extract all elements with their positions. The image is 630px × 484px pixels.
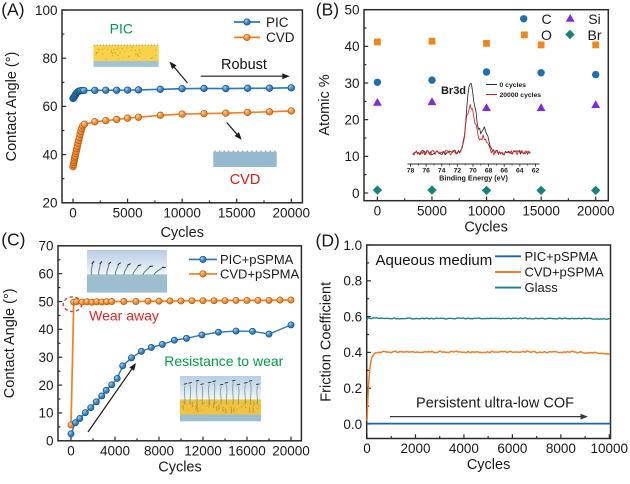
svg-text:1.0: 1.0 [343,238,362,253]
svg-text:50: 50 [38,294,53,309]
svg-text:Contact Angle (°): Contact Angle (°) [2,288,18,398]
svg-text:15000: 15000 [218,205,256,220]
svg-text:0.4: 0.4 [343,345,362,360]
svg-text:0 cycles: 0 cycles [500,82,527,89]
svg-text:10: 10 [344,149,359,164]
svg-text:Binding Energy (eV): Binding Energy (eV) [439,174,508,183]
svg-text:30: 30 [344,76,359,91]
svg-text:6000: 6000 [497,441,527,456]
svg-text:64: 64 [516,167,524,174]
svg-text:60: 60 [42,99,57,114]
svg-text:Cycles: Cycles [464,220,508,236]
svg-text:4000: 4000 [449,441,479,456]
svg-text:CVD+pSPMA: CVD+pSPMA [525,265,604,280]
svg-text:Contact Angle (°): Contact Angle (°) [4,52,20,162]
svg-text:Aqueous medium: Aqueous medium [376,252,493,269]
svg-text:60: 60 [38,266,53,281]
svg-text:Cycles: Cycles [467,457,511,473]
svg-text:PIC: PIC [110,21,133,37]
svg-text:0: 0 [46,434,54,449]
svg-text:8000: 8000 [144,443,174,458]
svg-text:20000 cycles: 20000 cycles [500,92,542,99]
svg-text:15000: 15000 [522,203,560,218]
svg-text:40: 40 [344,39,359,54]
svg-text:10: 10 [38,406,53,421]
svg-text:2000: 2000 [400,441,430,456]
svg-text:20: 20 [344,113,359,128]
svg-text:PIC+pSPMA: PIC+pSPMA [220,252,294,267]
svg-text:CVD: CVD [266,30,295,45]
svg-text:50: 50 [344,3,359,18]
svg-text:80: 80 [42,51,57,66]
svg-text:(B): (B) [316,0,339,19]
svg-text:5000: 5000 [113,205,143,220]
svg-text:PIC+pSPMA: PIC+pSPMA [525,249,599,264]
svg-text:0: 0 [352,186,360,201]
svg-text:10000: 10000 [591,441,629,456]
svg-text:10000: 10000 [163,205,201,220]
svg-text:CVD: CVD [230,172,261,188]
svg-text:PIC: PIC [266,15,289,30]
svg-text:4000: 4000 [100,443,130,458]
svg-text:Cycles: Cycles [160,225,204,241]
svg-text:40: 40 [42,147,57,162]
svg-text:0.0: 0.0 [343,417,362,432]
svg-text:20000: 20000 [273,205,311,220]
svg-text:O: O [541,27,552,43]
svg-text:100: 100 [35,3,58,18]
svg-text:0: 0 [363,441,371,456]
svg-text:76: 76 [422,167,430,174]
svg-text:70: 70 [38,239,53,254]
svg-text:CVD+pSPMA: CVD+pSPMA [220,266,299,281]
svg-text:C: C [541,11,551,27]
svg-text:16000: 16000 [228,443,266,458]
svg-text:Atomic %: Atomic % [317,74,333,135]
svg-text:20: 20 [42,196,57,211]
svg-text:0.6: 0.6 [343,309,362,324]
svg-text:Br: Br [588,27,602,43]
svg-text:8000: 8000 [546,441,576,456]
svg-text:0.8: 0.8 [343,274,362,289]
svg-text:30: 30 [38,350,53,365]
svg-text:20: 20 [38,378,53,393]
svg-text:Br3d: Br3d [441,85,466,97]
svg-text:20000: 20000 [272,443,310,458]
svg-text:40: 40 [38,322,53,337]
svg-text:(D): (D) [316,231,340,251]
svg-text:62: 62 [532,167,540,174]
svg-text:78: 78 [407,167,415,174]
svg-text:Persistent ultra-low COF: Persistent ultra-low COF [416,396,574,412]
svg-text:(A): (A) [1,0,24,19]
svg-text:Robust: Robust [221,57,267,73]
svg-text:Cycles: Cycles [158,460,202,476]
svg-text:0: 0 [69,205,77,220]
svg-text:12000: 12000 [184,443,222,458]
svg-text:5000: 5000 [417,203,447,218]
svg-text:Si: Si [588,11,600,27]
svg-text:10000: 10000 [468,203,506,218]
svg-text:Friction Coefficient: Friction Coefficient [319,282,335,402]
svg-text:(C): (C) [1,230,25,250]
svg-text:Glass: Glass [525,280,559,295]
svg-text:Wear away: Wear away [89,308,159,324]
svg-text:Resistance to wear: Resistance to wear [164,353,283,369]
svg-text:20000: 20000 [577,203,615,218]
svg-text:0.2: 0.2 [343,381,362,396]
svg-text:0: 0 [67,443,75,458]
svg-text:0: 0 [374,203,382,218]
